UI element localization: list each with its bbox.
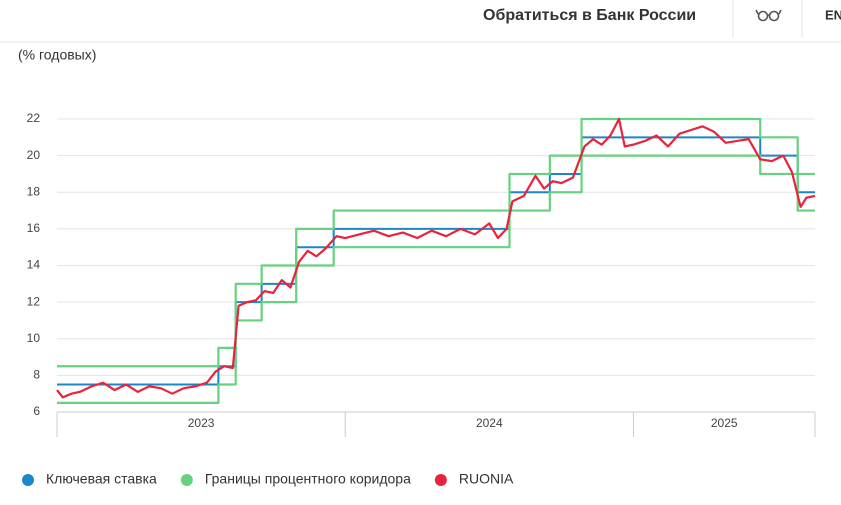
language-switch[interactable]: EN (825, 7, 841, 22)
legend-label: Ключевая ставка (46, 471, 157, 487)
y-tick-label: 6 (33, 404, 40, 418)
contact-link[interactable]: Обратиться в Банк России (483, 7, 696, 24)
legend-marker (180, 474, 193, 486)
y-tick-label: 22 (27, 111, 41, 125)
legend-marker (434, 474, 447, 486)
series-line (57, 117, 815, 368)
y-tick-label: 8 (33, 368, 40, 382)
legend-label: Границы процентного коридора (205, 471, 411, 487)
y-tick-label: 14 (27, 258, 41, 272)
header-bg (0, 0, 841, 42)
y-tick-label: 16 (27, 221, 41, 235)
legend-marker (22, 474, 34, 486)
series-line (57, 136, 815, 386)
y-tick-label: 20 (27, 148, 41, 162)
y-tick-label: 12 (27, 294, 41, 308)
header: Обратиться в Банк России EN (0, 0, 841, 43)
y-tick-label: 10 (27, 331, 41, 345)
y-axis-label: (% годовых) (18, 47, 96, 63)
series-line (56, 117, 816, 399)
x-tick-label: 2024 (476, 416, 503, 430)
legend-label: RUONIA (459, 471, 514, 487)
y-tick-label: 18 (27, 184, 41, 198)
accessibility-icon[interactable] (755, 9, 782, 22)
x-tick-label: 2025 (711, 416, 738, 430)
series-line (57, 154, 815, 404)
x-tick-label: 2023 (188, 416, 215, 430)
